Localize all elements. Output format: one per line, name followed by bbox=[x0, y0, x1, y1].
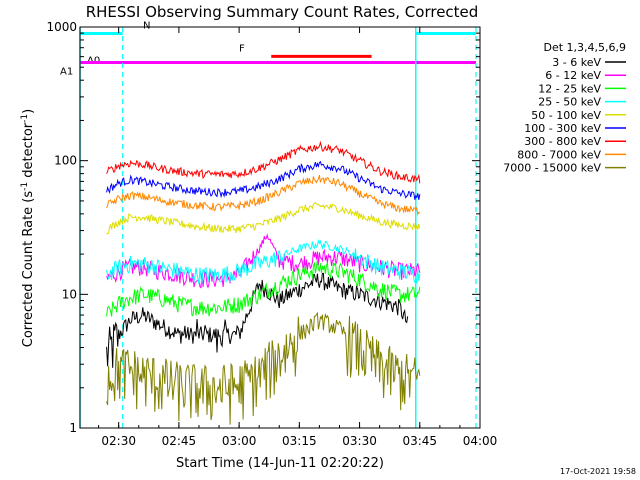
axis-layer: 02:30 02:45 03:00 03:15 03:30 03:45 04:00 1 10 10… bbox=[46, 20, 497, 448]
y-tick-label: 100 bbox=[54, 154, 77, 168]
x-tick-label: 03:30 bbox=[342, 434, 377, 448]
series-line-1 bbox=[106, 272, 409, 368]
x-tick-label: 03:15 bbox=[282, 434, 317, 448]
y-axis-label: Corrected Count Rate (s-1 detector-1) bbox=[20, 109, 36, 347]
legend-label-5: 50 - 100 keV bbox=[531, 109, 601, 122]
timestamp: 17-Oct-2021 19:58 bbox=[560, 467, 636, 476]
series-layer bbox=[106, 140, 421, 425]
chart-title: RHESSI Observing Summary Count Rates, Co… bbox=[86, 3, 479, 21]
series-line-4 bbox=[106, 238, 421, 285]
series-line-6 bbox=[106, 160, 421, 200]
legend-label-1: 3 - 6 keV bbox=[552, 56, 601, 69]
series-line-5 bbox=[106, 201, 421, 235]
x-tick-label: 03:00 bbox=[222, 434, 257, 448]
series-line-9 bbox=[106, 311, 421, 425]
y-tick-label: 1000 bbox=[46, 20, 77, 34]
legend-label-8: 800 - 7000 keV bbox=[517, 148, 601, 161]
flag-layer: A0A1NF bbox=[60, 20, 476, 78]
y-tick-label: 10 bbox=[62, 287, 77, 301]
legend-label-6: 100 - 300 keV bbox=[524, 122, 601, 135]
legend-label-3: 12 - 25 keV bbox=[538, 82, 601, 95]
series-line-3 bbox=[106, 259, 421, 317]
x-tick-label: 02:45 bbox=[162, 434, 197, 448]
x-tick-label: 03:45 bbox=[402, 434, 437, 448]
series-line-2 bbox=[106, 233, 421, 289]
series-line-8 bbox=[106, 174, 420, 217]
flag-label-f: F bbox=[239, 43, 245, 54]
x-tick-label: 02:30 bbox=[101, 434, 136, 448]
plot-frame bbox=[79, 26, 481, 429]
series-line-7 bbox=[106, 140, 421, 184]
legend-label-7: 300 - 800 keV bbox=[524, 135, 601, 148]
legend-label-9: 7000 - 15000 keV bbox=[503, 162, 601, 175]
flag-label-a1: A1 bbox=[60, 67, 73, 78]
legend-label-4: 25 - 50 keV bbox=[538, 96, 601, 109]
x-axis-label: Start Time (14-Jun-11 02:20:22) bbox=[176, 456, 384, 471]
flag-label-n: N bbox=[143, 20, 150, 31]
legend-title: Det 1,3,4,5,6,9 bbox=[543, 41, 626, 54]
y-tick-label: 1 bbox=[69, 421, 77, 435]
legend-label-2: 6 - 12 keV bbox=[545, 69, 601, 82]
x-tick-label: 04:00 bbox=[463, 434, 498, 448]
